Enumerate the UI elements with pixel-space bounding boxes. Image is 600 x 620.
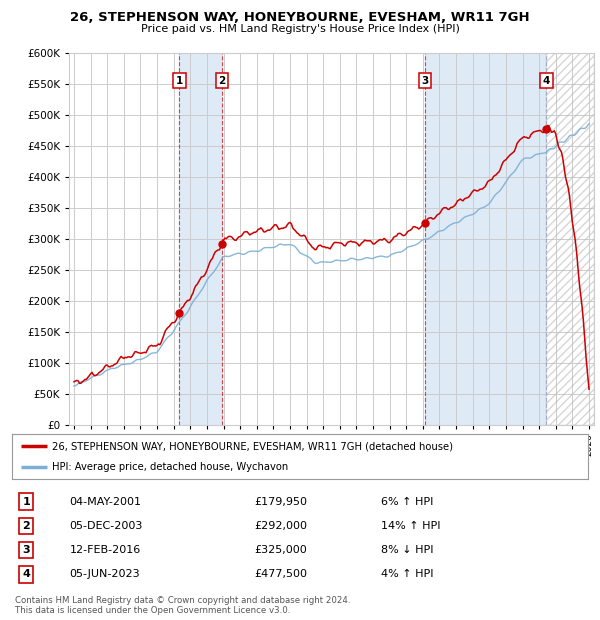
Text: £179,950: £179,950 bbox=[254, 497, 307, 507]
Text: Contains HM Land Registry data © Crown copyright and database right 2024.: Contains HM Land Registry data © Crown c… bbox=[15, 596, 350, 606]
Bar bbox=[547, 53, 594, 425]
Text: 05-DEC-2003: 05-DEC-2003 bbox=[70, 521, 143, 531]
Text: £292,000: £292,000 bbox=[254, 521, 307, 531]
Text: 26, STEPHENSON WAY, HONEYBOURNE, EVESHAM, WR11 7GH: 26, STEPHENSON WAY, HONEYBOURNE, EVESHAM… bbox=[70, 11, 530, 24]
Text: 4: 4 bbox=[542, 76, 550, 86]
Text: 14% ↑ HPI: 14% ↑ HPI bbox=[380, 521, 440, 531]
Text: £325,000: £325,000 bbox=[254, 545, 307, 555]
Text: 4: 4 bbox=[22, 569, 31, 580]
Text: 12-FEB-2016: 12-FEB-2016 bbox=[70, 545, 141, 555]
Bar bbox=[425, 53, 547, 425]
Text: HPI: Average price, detached house, Wychavon: HPI: Average price, detached house, Wych… bbox=[52, 461, 289, 472]
Text: 6% ↑ HPI: 6% ↑ HPI bbox=[380, 497, 433, 507]
Text: 04-MAY-2001: 04-MAY-2001 bbox=[70, 497, 142, 507]
Text: 05-JUN-2023: 05-JUN-2023 bbox=[70, 569, 140, 580]
Text: 8% ↓ HPI: 8% ↓ HPI bbox=[380, 545, 433, 555]
Text: This data is licensed under the Open Government Licence v3.0.: This data is licensed under the Open Gov… bbox=[15, 606, 290, 616]
Text: 4% ↑ HPI: 4% ↑ HPI bbox=[380, 569, 433, 580]
Text: £477,500: £477,500 bbox=[254, 569, 307, 580]
Text: 1: 1 bbox=[176, 76, 183, 86]
Text: 26, STEPHENSON WAY, HONEYBOURNE, EVESHAM, WR11 7GH (detached house): 26, STEPHENSON WAY, HONEYBOURNE, EVESHAM… bbox=[52, 441, 454, 451]
Text: 2: 2 bbox=[218, 76, 226, 86]
Bar bbox=[179, 53, 222, 425]
Text: 1: 1 bbox=[23, 497, 30, 507]
Text: Price paid vs. HM Land Registry's House Price Index (HPI): Price paid vs. HM Land Registry's House … bbox=[140, 24, 460, 33]
Text: 3: 3 bbox=[421, 76, 428, 86]
Text: 3: 3 bbox=[23, 545, 30, 555]
Text: 2: 2 bbox=[23, 521, 30, 531]
